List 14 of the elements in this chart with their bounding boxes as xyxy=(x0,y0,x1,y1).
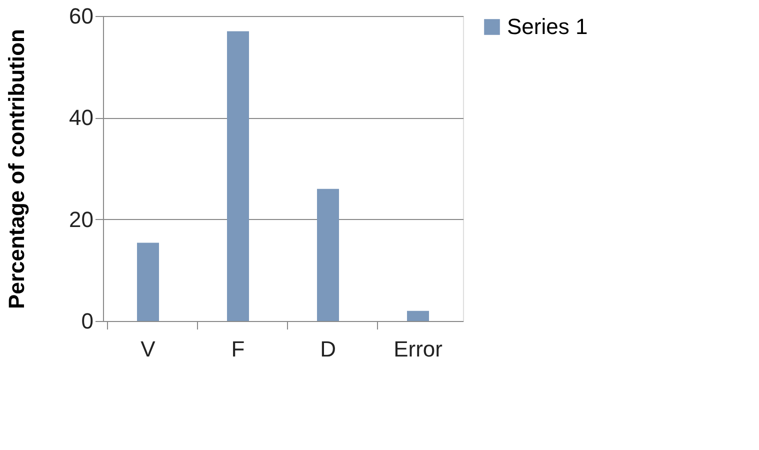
y-tick-label: 20 xyxy=(69,206,94,232)
y-tick-label: 60 xyxy=(69,4,94,28)
bar xyxy=(227,31,249,321)
x-tick-label: Error xyxy=(394,336,442,362)
bar xyxy=(407,310,429,321)
y-tick-label: 40 xyxy=(69,105,94,130)
legend-label: Series 1 xyxy=(507,14,588,39)
bar xyxy=(137,242,159,321)
x-tick-label: D xyxy=(320,336,336,362)
y-tick-label: 0 xyxy=(81,308,94,334)
x-tick-label: F xyxy=(231,336,245,362)
bar xyxy=(317,188,339,321)
y-axis-title: Percentage of contribution xyxy=(4,29,30,309)
x-tick-label: V xyxy=(140,336,156,362)
